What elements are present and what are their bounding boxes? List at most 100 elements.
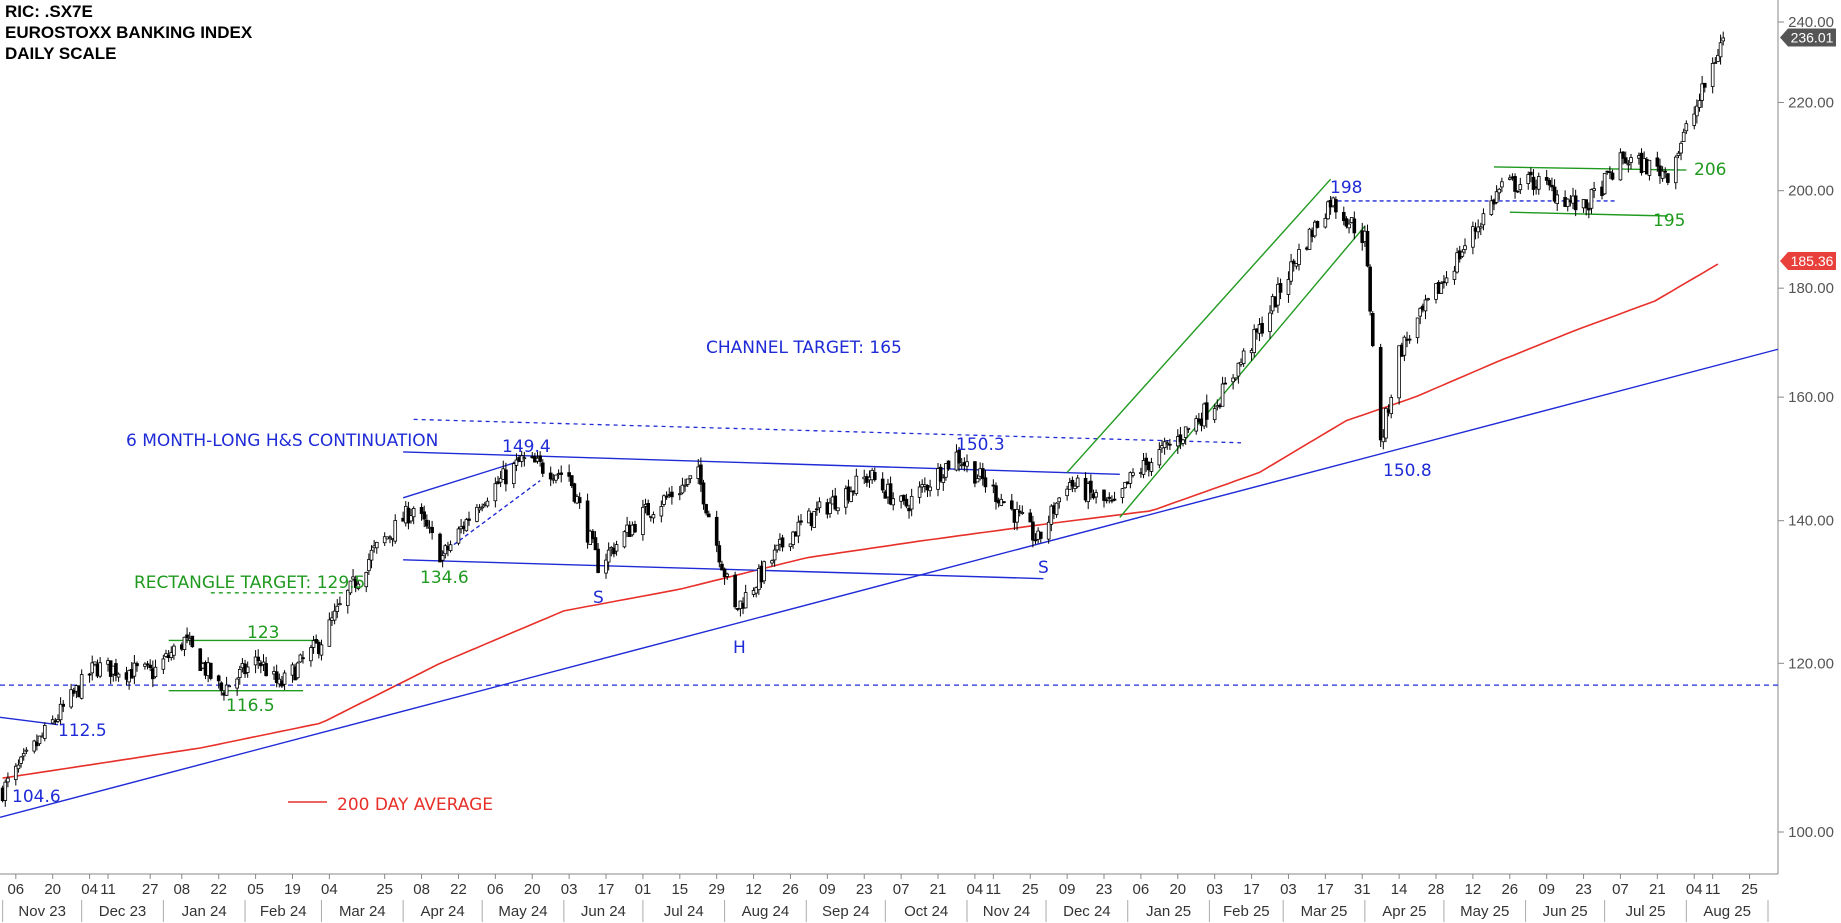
x-month-label: Mar 25 [1301, 903, 1348, 920]
candle-body [1344, 218, 1349, 227]
candle-body [1033, 539, 1038, 542]
candle-body [1181, 439, 1185, 444]
candle-body [440, 555, 445, 561]
x-tick-label: 21 [930, 881, 947, 898]
candle-body [1660, 170, 1665, 179]
candle-body [1204, 402, 1209, 420]
ma-layer [2, 263, 1719, 779]
level-116-5-label: 116.5 [226, 696, 275, 716]
candle-body [622, 531, 627, 548]
x-tick-label: 12 [745, 881, 762, 898]
channel-target-line [413, 418, 1242, 444]
x-tick-label: 09 [1538, 881, 1555, 898]
candle-body [683, 484, 687, 487]
candle-body [1236, 362, 1241, 377]
x-month-label: Jun 24 [581, 903, 626, 920]
candle-body [833, 495, 838, 510]
channel-target-label: CHANNEL TARGET: 165 [706, 338, 902, 358]
candle-body [448, 544, 453, 551]
x-tick-label: 23 [856, 881, 873, 898]
candle-body [1710, 62, 1715, 87]
candle-body [1352, 218, 1357, 234]
candle-body [356, 583, 361, 589]
candle-body [116, 673, 121, 678]
candle-body [796, 521, 801, 537]
candle-body [1165, 442, 1170, 445]
candle-body [1157, 449, 1162, 466]
candle-body [1565, 198, 1570, 207]
candle-body [485, 500, 490, 507]
candle-body [1418, 307, 1422, 317]
candle-body [1676, 152, 1681, 156]
candle-body [335, 605, 340, 612]
candle-body [477, 507, 482, 511]
candle-body [1507, 177, 1512, 180]
candle-body [772, 549, 777, 561]
candle-body [224, 684, 229, 696]
candle-body [1713, 62, 1718, 64]
candle-body [677, 493, 682, 496]
candle-body [1592, 188, 1596, 191]
candle-body [1471, 226, 1475, 248]
candle-body [190, 635, 195, 648]
candle-body [1426, 298, 1430, 301]
x-tick-label: 20 [1169, 881, 1186, 898]
candle-body [670, 491, 674, 498]
candle-body [219, 682, 224, 691]
x-month-label: Jan 25 [1146, 903, 1191, 920]
x-month-label: Feb 24 [260, 903, 307, 920]
candle-body [504, 469, 508, 485]
candle-body [1573, 195, 1578, 211]
level-134-6-label: 134.6 [420, 568, 469, 588]
wedge-upper-line [402, 459, 522, 499]
candle-body [1054, 502, 1059, 515]
candle-body [554, 474, 558, 481]
x-tick-label: 03 [1206, 881, 1223, 898]
candle-body [907, 507, 911, 512]
x-month-label: Feb 25 [1223, 903, 1270, 920]
hs-pattern-title: 6 MONTH-LONG H&S CONTINUATION [126, 431, 438, 451]
left-shoulder-label: S [593, 588, 604, 608]
candle-body [3, 781, 8, 801]
candle-body [1231, 377, 1235, 383]
candle-body [382, 536, 387, 544]
candle-body [172, 645, 176, 656]
right-shoulder-label: S [1038, 558, 1049, 578]
candle-body [425, 519, 429, 527]
candle-body [1587, 208, 1591, 211]
x-tick-label: 23 [1096, 881, 1113, 898]
candle-body [319, 644, 324, 656]
x-month-label: Aug 24 [742, 903, 790, 920]
x-tick-label: 07 [1612, 881, 1629, 898]
candle-body [388, 536, 392, 539]
candle-body [1291, 260, 1296, 264]
x-month-label: Jan 24 [182, 903, 227, 920]
candle-body [512, 463, 516, 485]
candle-body [606, 549, 611, 563]
candle-body [1065, 488, 1069, 497]
candle-body [1038, 531, 1043, 539]
candle-body [419, 507, 424, 514]
x-tick-label: 20 [44, 881, 61, 898]
candle-body [1046, 521, 1051, 540]
candle-body [1297, 249, 1301, 265]
candle-body [1531, 176, 1536, 190]
candle-body [591, 530, 595, 540]
candle-body [662, 495, 666, 505]
x-tick-label: 29 [708, 881, 725, 898]
candle-body [1075, 477, 1080, 487]
x-tick-label: 01 [635, 881, 652, 898]
candle-body [559, 472, 564, 475]
candle-body [1663, 170, 1668, 173]
candle-body [965, 461, 969, 467]
x-month-label: Jun 25 [1543, 903, 1588, 920]
x-month-label: May 24 [498, 903, 547, 920]
x-tick-label: 09 [1059, 881, 1076, 898]
candle-body [973, 461, 977, 484]
candle-body [314, 638, 318, 644]
x-tick-label: 06 [487, 881, 504, 898]
last-price-badge-text: 236.01 [1791, 30, 1834, 46]
candle-body [145, 663, 150, 666]
peak-150-3-label: 150.3 [956, 435, 1005, 455]
candle-body [1623, 157, 1628, 164]
